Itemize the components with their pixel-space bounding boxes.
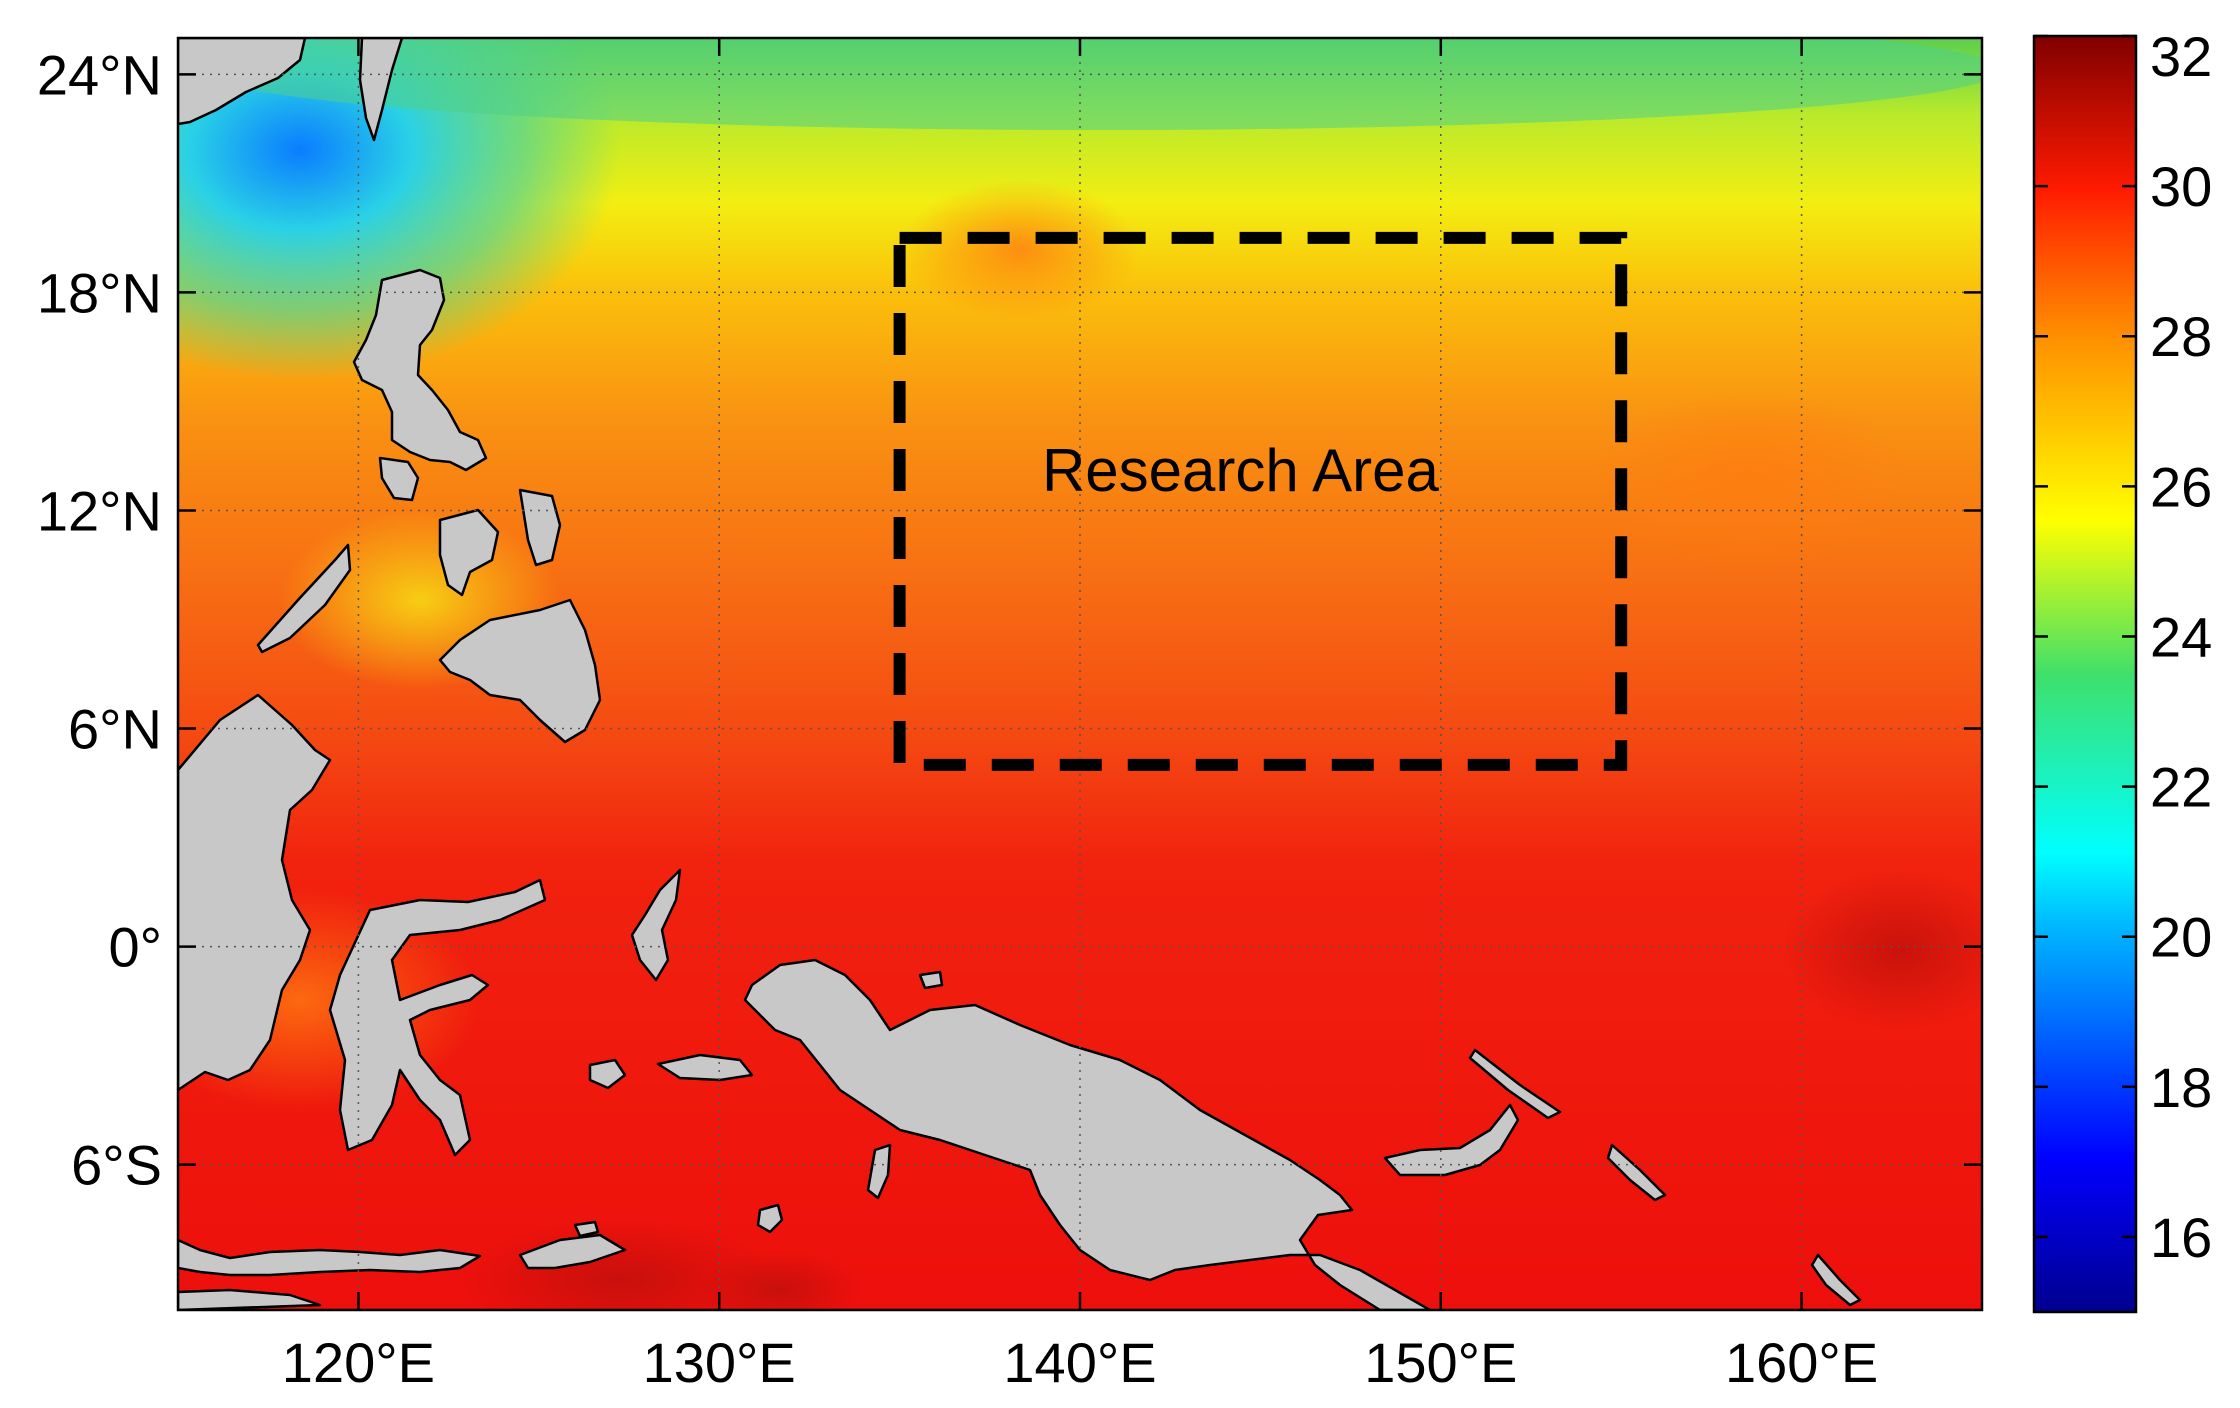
land-taiwan — [358, 38, 404, 142]
y-tick-label: 18°N — [37, 261, 162, 324]
x-tick-label: 130°E — [643, 1331, 796, 1394]
land-halmahera — [630, 868, 682, 982]
land-new-guinea — [743, 958, 1432, 1310]
y-tick-label: 6°S — [71, 1134, 162, 1197]
land-mindoro — [378, 456, 420, 502]
land-samar — [518, 488, 562, 567]
land-seram — [656, 1053, 754, 1082]
colorbar-tick-label: 30 — [2150, 155, 2212, 218]
land-solomon-islands — [1606, 1143, 1667, 1202]
land-new-britain — [1383, 1103, 1520, 1177]
land-timor — [518, 1233, 627, 1270]
x-tick-label: 140°E — [1003, 1331, 1156, 1394]
colorbar-tick-label: 32 — [2150, 25, 2212, 88]
colorbar-tick-label: 28 — [2150, 305, 2212, 368]
x-tick-label: 160°E — [1725, 1331, 1878, 1394]
land-small-island — [756, 1203, 784, 1234]
colorbar-tick-label: 22 — [2150, 756, 2212, 819]
y-tick-label: 24°N — [37, 43, 162, 106]
land-mindanao — [438, 598, 602, 744]
cool-water-north-band — [200, 38, 1982, 130]
colorbar-tick-label: 20 — [2150, 906, 2212, 969]
research-area-box — [893, 231, 1628, 771]
cool-water-northwest — [178, 38, 620, 380]
y-tick-label: 0° — [108, 916, 162, 979]
land-lesser-sunda — [178, 1238, 482, 1277]
y-axis: 24°N 18°N 12°N 6°N 0° 6°S — [37, 43, 1982, 1197]
land-small-island — [918, 970, 944, 990]
colorbar-tick-label: 16 — [2150, 1206, 2212, 1269]
hot-water-patch — [700, 1250, 860, 1310]
x-tick-label: 120°E — [282, 1331, 435, 1394]
land-masses — [178, 38, 1862, 1310]
land-solomon-islands — [1810, 1253, 1862, 1307]
colorbar-tick-label: 18 — [2150, 1056, 2212, 1119]
warm-water-patch — [900, 180, 1140, 320]
y-tick-label: 12°N — [37, 479, 162, 542]
colorbar-ticks: 32 30 28 26 24 22 20 18 16 — [2034, 25, 2212, 1269]
hot-water-patch — [1780, 870, 1982, 1030]
x-axis: 120°E 130°E 140°E 150°E 160°E — [282, 38, 1878, 1394]
land-asia-mainland — [178, 38, 307, 126]
land-borneo — [178, 693, 332, 1092]
warm-water-patch — [1590, 390, 1910, 570]
land-buru — [588, 1058, 627, 1090]
research-area-label: Research Area — [1042, 437, 1440, 504]
colorbar-tick-label: 24 — [2150, 605, 2212, 668]
hot-water-patch — [460, 1220, 780, 1310]
colorbar-tick-label: 26 — [2150, 455, 2212, 518]
x-tick-label: 150°E — [1364, 1331, 1517, 1394]
land-visayas — [438, 508, 500, 597]
land-small-island — [573, 1220, 600, 1238]
land-palawan — [256, 543, 352, 654]
land-new-ireland — [1468, 1048, 1562, 1120]
land-luzon — [352, 268, 488, 472]
colorbar — [2032, 34, 2138, 1314]
land-aru — [866, 1143, 892, 1200]
y-tick-label: 6°N — [68, 698, 162, 761]
land-sulawesi — [328, 878, 547, 1157]
land-java — [178, 1288, 322, 1310]
